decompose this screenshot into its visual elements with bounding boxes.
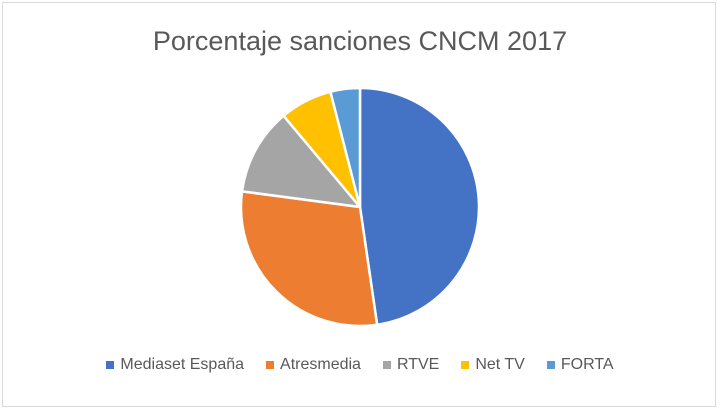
legend-swatch-icon: [461, 361, 470, 369]
pie-slice-mediaset-espa-a: [358, 86, 481, 327]
legend-swatch-icon: [382, 361, 391, 369]
legend-item-forta: FORTA: [546, 356, 614, 374]
pie-slices: [239, 86, 481, 328]
legend-item-atresmedia: Atresmedia: [266, 356, 361, 374]
legend-item-nettv: Net TV: [461, 356, 525, 374]
chart-title: Porcentaje sanciones CNCM 2017: [152, 26, 568, 56]
legend-swatch-icon: [106, 361, 115, 369]
legend-label: RTVE: [396, 356, 440, 373]
legend-item-rtve: RTVE: [382, 356, 440, 374]
legend: Mediaset España Atresmedia RTVE Net TV F…: [0, 356, 720, 374]
legend-label: Mediaset España: [120, 356, 245, 373]
pie-slice-forta: [329, 86, 362, 209]
legend-label: Atresmedia: [280, 356, 361, 373]
legend-label: Net TV: [475, 356, 525, 373]
legend-swatch-icon: [266, 361, 275, 369]
legend-item-mediaset: Mediaset España: [106, 356, 244, 374]
legend-label: FORTA: [560, 356, 614, 373]
pie-slice-atresmedia: [239, 190, 379, 328]
legend-swatch-icon: [546, 361, 555, 369]
pie-slice-rtve: [240, 114, 362, 209]
